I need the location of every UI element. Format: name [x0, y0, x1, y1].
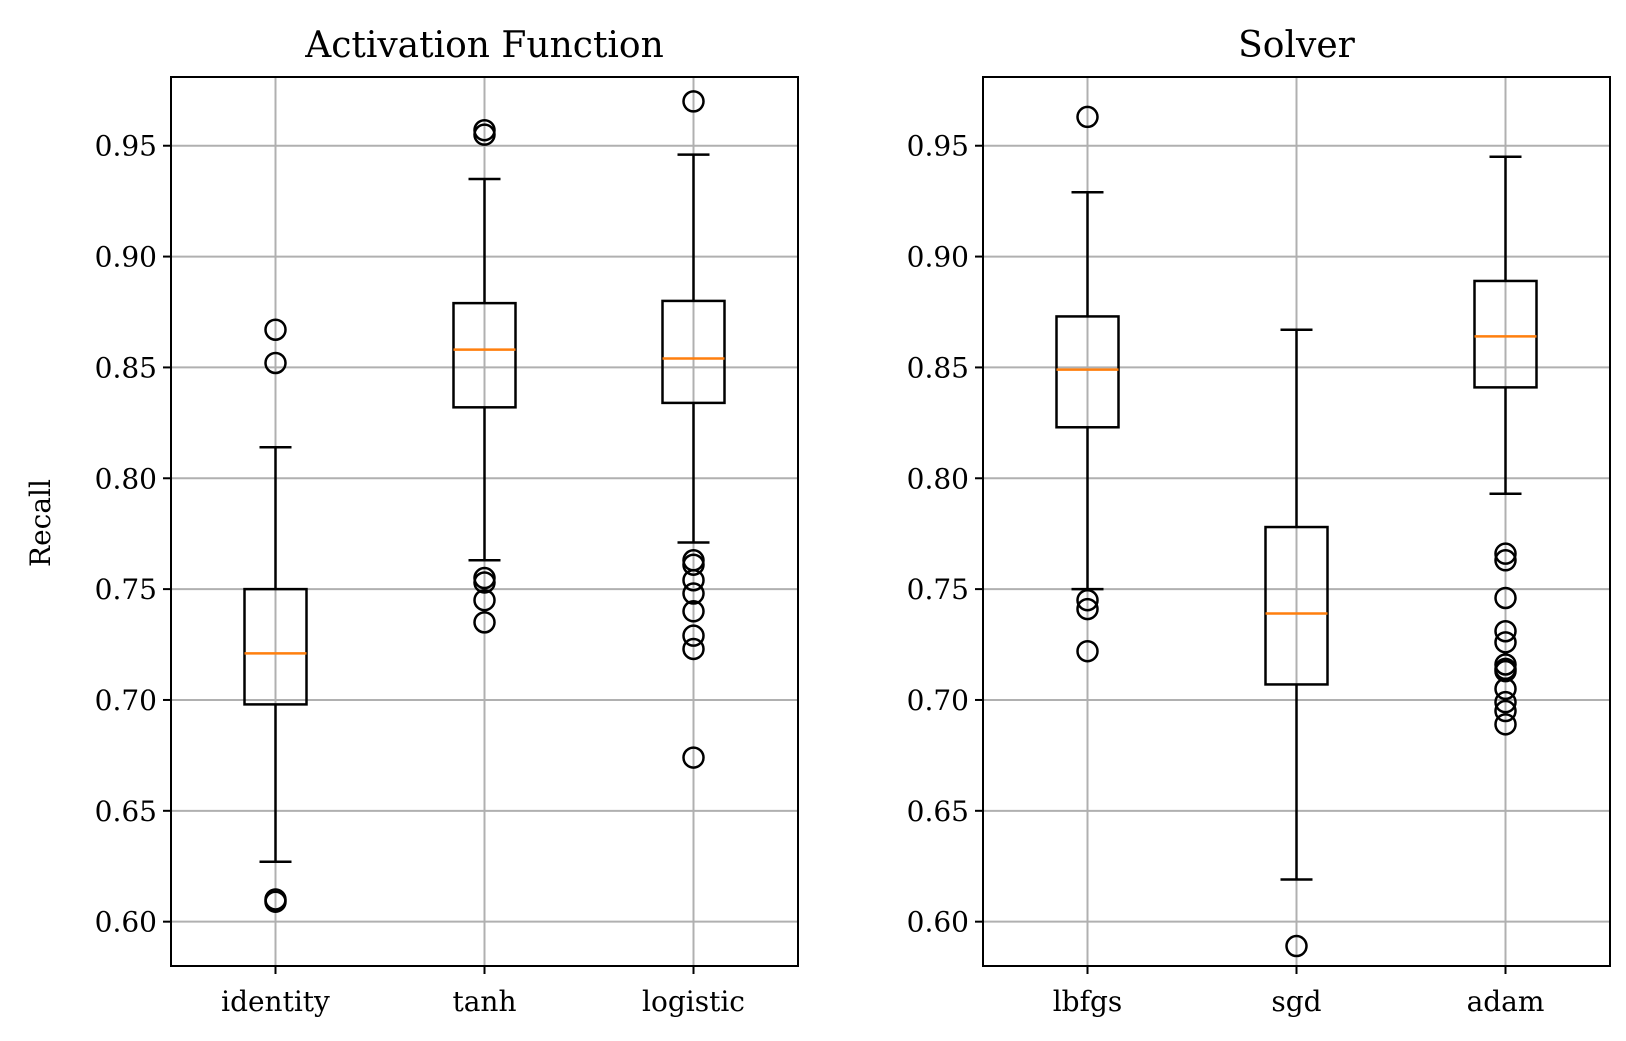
outlier-point: [682, 637, 705, 661]
y-tick-label: 0.80: [907, 462, 969, 495]
outlier-point: [1494, 549, 1517, 572]
box-adam: [1473, 155, 1538, 736]
outlier-point: [473, 123, 496, 146]
outlier-point: [1494, 619, 1517, 643]
outlier-point: [682, 553, 705, 576]
x-tick-label: lbfgs: [1053, 985, 1123, 1018]
y-tick-label: 0.65: [95, 795, 157, 828]
outlier-point: [682, 568, 705, 592]
outlier-point: [682, 582, 705, 605]
y-tick-label: 0.95: [95, 130, 157, 163]
outlier-point: [1076, 597, 1099, 621]
y-tick-label: 0.65: [907, 795, 969, 828]
panel-solver: 0.60 0.65 0.70 0.75 0.80 0.85 0.90 0.95 lbfgs sgd…: [907, 25, 1611, 1018]
y-tick-label: 0.95: [907, 130, 969, 163]
outlier-point: [473, 611, 496, 634]
x-tick-label: identity: [221, 985, 330, 1018]
y-tick-label: 0.60: [907, 906, 969, 939]
box-sgd: [1264, 328, 1329, 958]
y-axis-label: Recall: [24, 479, 57, 567]
axes-frame: [982, 76, 1611, 967]
x-tick-label: tanh: [452, 985, 516, 1018]
panel-activation-function: 0.60 0.65 0.70 0.75 0.80 0.85 0.90 0.95 identity…: [95, 25, 799, 1018]
y-tick-label: 0.80: [95, 462, 157, 495]
box-tanh: [452, 118, 517, 634]
box-identity: [243, 318, 308, 913]
outlier-point: [1494, 631, 1517, 654]
iqr-box: [1055, 315, 1120, 429]
iqr-box: [661, 299, 726, 405]
y-tick-label: 0.75: [907, 573, 969, 606]
iqr-box: [243, 587, 308, 706]
axes-frame: [170, 76, 799, 967]
outlier-point: [682, 746, 705, 769]
y-tick-label: 0.60: [95, 906, 157, 939]
outlier-point: [1076, 639, 1099, 663]
outlier-point: [1076, 105, 1099, 129]
y-tick-label: 0.70: [907, 684, 969, 717]
panel-title: Solver: [1238, 25, 1355, 66]
y-tick-label: 0.90: [907, 241, 969, 274]
x-tick-label: adam: [1467, 985, 1545, 1018]
outlier-point: [473, 588, 496, 612]
outlier-point: [682, 90, 705, 113]
y-tick-label: 0.90: [95, 241, 157, 274]
outlier-point: [1494, 542, 1517, 565]
outlier-point: [1494, 690, 1517, 714]
outlier-point: [1285, 934, 1308, 958]
outlier-point: [1494, 659, 1517, 683]
iqr-box: [1473, 279, 1538, 389]
y-tick-label: 0.85: [95, 351, 157, 384]
y-tick-label: 0.70: [95, 684, 157, 717]
box-lbfgs: [1055, 105, 1120, 663]
iqr-box: [452, 301, 517, 409]
outlier-point: [682, 624, 705, 647]
outlier-point: [1494, 699, 1517, 723]
outlier-point: [682, 600, 705, 623]
outlier-point: [1494, 586, 1517, 610]
box-logistic: [661, 90, 726, 769]
outlier-point: [1076, 588, 1099, 612]
y-tick-label: 0.75: [95, 573, 157, 606]
outlier-point: [473, 571, 496, 594]
outlier-point: [1494, 677, 1517, 701]
outlier-point: [264, 890, 287, 913]
outlier-point: [1494, 713, 1517, 736]
panel-title: Activation Function: [304, 25, 664, 66]
outlier-point: [264, 351, 287, 375]
iqr-box: [1264, 525, 1329, 686]
x-tick-label: sgd: [1271, 985, 1321, 1018]
x-tick-label: logistic: [642, 985, 745, 1018]
outlier-point: [264, 318, 287, 341]
y-tick-label: 0.85: [907, 351, 969, 384]
